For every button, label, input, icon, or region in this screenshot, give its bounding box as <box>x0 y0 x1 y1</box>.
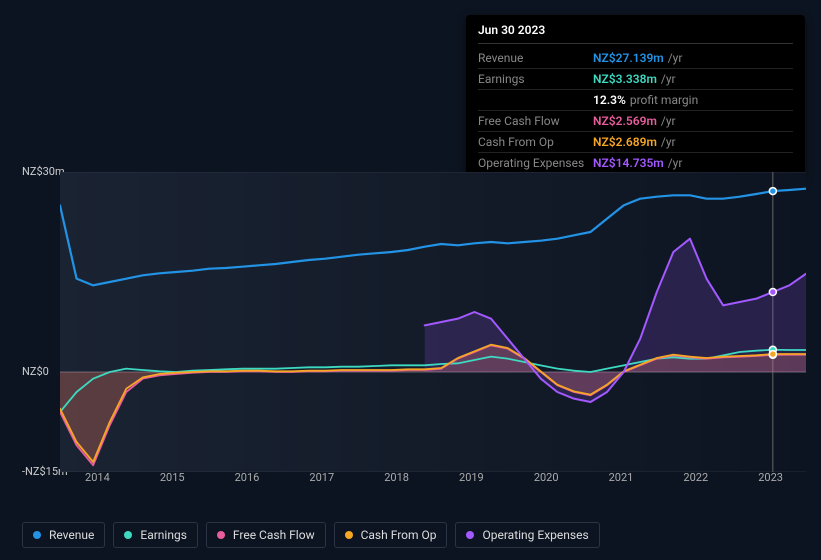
legend-label: Cash From Op <box>361 528 437 542</box>
legend-dot-icon <box>466 531 474 539</box>
tooltip-metric-label: Cash From Op <box>478 135 593 149</box>
tooltip-metric-suffix: /yr <box>661 114 676 128</box>
x-axis-label: 2016 <box>210 471 285 484</box>
x-axis-label: 2020 <box>509 471 584 484</box>
legend-label: Free Cash Flow <box>233 528 315 542</box>
legend-item-fcf[interactable]: Free Cash Flow <box>206 522 326 548</box>
legend-dot-icon <box>345 531 353 539</box>
tooltip-metric-value: 12.3% <box>593 93 626 107</box>
legend-dot-icon <box>33 531 41 539</box>
legend-label: Operating Expenses <box>482 528 588 542</box>
x-axis-label: 2017 <box>284 471 359 484</box>
legend-item-earnings[interactable]: Earnings <box>113 522 198 548</box>
tooltip-metric-suffix: /yr <box>661 135 676 149</box>
x-axis-label: 2014 <box>60 471 135 484</box>
y-axis-label: NZ$30m <box>22 165 65 178</box>
x-axis-label: 2023 <box>733 471 808 484</box>
tooltip-metric-suffix: profit margin <box>630 93 698 107</box>
tooltip-metric-value: NZ$2.689m <box>593 135 657 149</box>
x-axis-label: 2019 <box>434 471 509 484</box>
tooltip-row: 12.3% profit margin <box>478 90 793 111</box>
tooltip-metric-value: NZ$2.569m <box>593 114 657 128</box>
hover-tooltip: Jun 30 2023 RevenueNZ$27.139m/yrEarnings… <box>466 15 805 181</box>
y-axis-label: NZ$0 <box>22 365 49 378</box>
tooltip-row: Free Cash FlowNZ$2.569m/yr <box>478 111 793 132</box>
legend-label: Earnings <box>140 528 187 542</box>
legend-label: Revenue <box>49 528 94 542</box>
x-axis-label: 2018 <box>359 471 434 484</box>
tooltip-metric-suffix: /yr <box>661 72 676 86</box>
tooltip-metric-label: Revenue <box>478 51 593 65</box>
legend: Revenue Earnings Free Cash Flow Cash From O… <box>22 522 600 548</box>
legend-dot-icon <box>217 531 225 539</box>
legend-item-opex[interactable]: Operating Expenses <box>455 522 599 548</box>
legend-dot-icon <box>124 531 132 539</box>
legend-item-revenue[interactable]: Revenue <box>22 522 105 548</box>
tooltip-date: Jun 30 2023 <box>478 23 793 44</box>
tooltip-metric-suffix: /yr <box>668 51 683 65</box>
legend-item-cfo[interactable]: Cash From Op <box>334 522 448 548</box>
x-axis: 2014201520162017201820192020202120222023 <box>60 471 808 484</box>
tooltip-metric-label: Free Cash Flow <box>478 114 593 128</box>
x-axis-label: 2022 <box>658 471 733 484</box>
x-axis-label: 2015 <box>135 471 210 484</box>
x-axis-label: 2021 <box>584 471 659 484</box>
financials-chart: NZ$30mNZ$0-NZ$15m 2014201520162017201820… <box>18 160 808 490</box>
tooltip-row: Cash From OpNZ$2.689m/yr <box>478 132 793 153</box>
plot-area[interactable] <box>60 172 806 472</box>
tooltip-row: EarningsNZ$3.338m/yr <box>478 69 793 90</box>
tooltip-metric-value: NZ$27.139m <box>593 51 664 65</box>
tooltip-metric-value: NZ$3.338m <box>593 72 657 86</box>
tooltip-metric-label: Earnings <box>478 72 593 86</box>
tooltip-row: RevenueNZ$27.139m/yr <box>478 48 793 69</box>
